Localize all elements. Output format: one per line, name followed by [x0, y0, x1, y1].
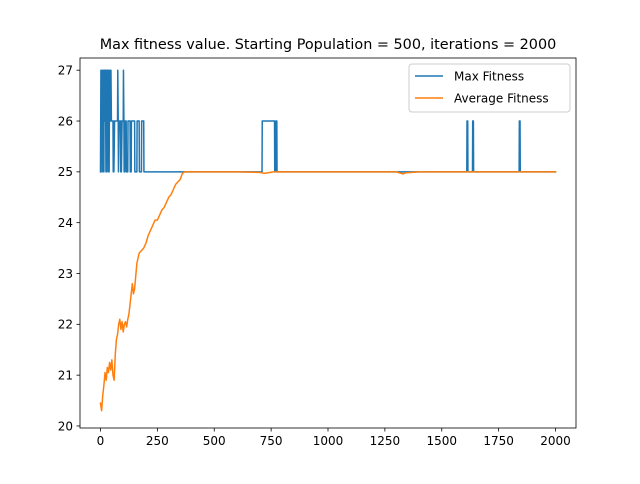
y-tick-label: 26: [58, 114, 73, 128]
x-axis: 0 250 500 750 1000 1250 1500 1750 2000: [97, 428, 571, 448]
x-tick-label: 500: [203, 434, 226, 448]
y-tick-label: 22: [58, 318, 73, 332]
x-tick-label: 250: [146, 434, 169, 448]
y-tick-label: 24: [58, 216, 73, 230]
legend-box: [408, 63, 571, 113]
legend-label-0: Max Fitness: [454, 69, 524, 83]
y-axis: 20 21 22 23 24 25 26 27: [58, 63, 80, 433]
y-tick-label: 23: [58, 267, 73, 281]
x-tick-label: 1000: [313, 434, 344, 448]
y-tick-label: 25: [58, 165, 73, 179]
plot-frame: [79, 57, 577, 429]
chart-title: Max fitness value. Starting Population =…: [100, 37, 557, 53]
legend: Max Fitness Average Fitness: [408, 63, 571, 113]
x-tick-label: 1750: [483, 434, 514, 448]
x-tick-label: 2000: [540, 434, 571, 448]
y-tick-label: 20: [58, 419, 73, 433]
y-tick-label: 21: [58, 368, 73, 382]
plot-area: [99, 69, 557, 412]
x-tick-label: 1250: [370, 434, 401, 448]
x-tick-label: 1500: [426, 434, 457, 448]
x-tick-label: 750: [260, 434, 283, 448]
series-line-1: [99, 171, 557, 412]
legend-label-1: Average Fitness: [454, 91, 549, 105]
x-tick-label: 0: [97, 434, 105, 448]
legend-entries: Max Fitness Average Fitness: [415, 69, 549, 105]
y-tick-label: 27: [58, 63, 73, 77]
series-line-0: [99, 69, 557, 173]
